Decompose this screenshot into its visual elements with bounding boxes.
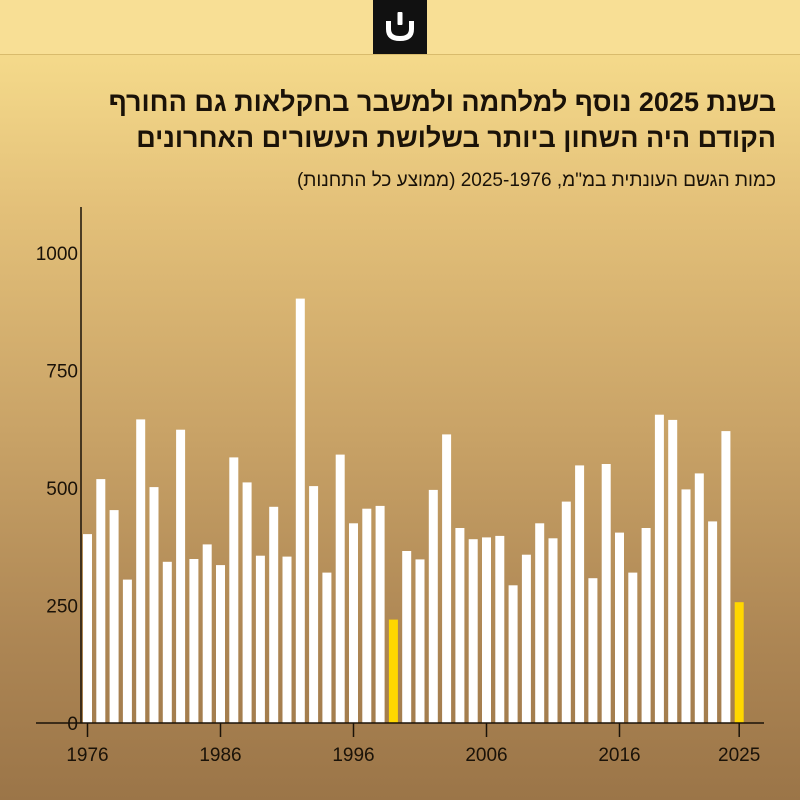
bar-2000	[402, 551, 412, 723]
bar-2012	[561, 501, 571, 723]
x-tick-label: 2025	[718, 745, 760, 766]
rainfall-bar-chart: 0 250 500 750 1000 1976 1986 1996 2006 2016 2025	[36, 207, 764, 766]
chart-title: בשנת 2025 נוסף למלחמה ולמשבר בחקלאות גם …	[108, 87, 776, 153]
bar-2024	[721, 431, 731, 723]
y-tick-label: 500	[46, 479, 78, 500]
bar-2007	[495, 535, 505, 723]
bar-2018	[641, 528, 651, 723]
x-tick-label: 1986	[199, 745, 241, 766]
bar-1997	[362, 508, 372, 723]
bar-2021	[681, 489, 691, 723]
bar-1988	[242, 482, 252, 723]
bar-1987	[229, 457, 239, 723]
bar-2011	[548, 538, 558, 723]
bar-2010	[535, 523, 545, 724]
bar-1992	[295, 298, 305, 723]
bar-1998	[375, 505, 385, 723]
bar-1994	[322, 572, 332, 723]
bar-1991	[282, 556, 292, 723]
bar-2014	[588, 578, 598, 723]
bar-2022	[694, 473, 704, 723]
bar-1981	[149, 487, 159, 723]
bar-highlight-1999	[388, 619, 398, 723]
bar-2005	[468, 539, 478, 723]
bar-1989	[255, 555, 265, 723]
bar-2019	[654, 414, 664, 723]
chart-subtitle: כמות הגשם העונתית במ"מ, 2025-1976 (ממוצע…	[296, 170, 776, 191]
bar-2013	[575, 465, 585, 723]
x-tick-label: 2006	[465, 745, 507, 766]
x-tick-label: 1996	[332, 745, 374, 766]
candle-logo-icon	[373, 0, 427, 54]
bar-1996	[349, 523, 358, 724]
bar-1984	[189, 559, 199, 723]
bar-2023	[708, 521, 718, 723]
bar-1995	[335, 454, 345, 723]
bar-2016	[615, 532, 624, 723]
bar-1980	[136, 419, 146, 723]
y-tick-label: 750	[46, 362, 78, 383]
bar-2015	[601, 464, 611, 723]
header-band	[0, 0, 800, 55]
bar-2020	[668, 419, 678, 723]
bar-2008	[508, 585, 518, 723]
bar-2006	[482, 537, 491, 723]
bar-1993	[309, 486, 319, 723]
bar-2003	[442, 434, 452, 723]
bar-2017	[628, 572, 638, 723]
y-tick-label: 1000	[36, 244, 78, 265]
x-tick-label: 2016	[598, 745, 640, 766]
bar-2004	[455, 528, 465, 723]
bar-1985	[202, 544, 212, 723]
bar-1979	[122, 579, 132, 723]
y-tick-label: 0	[67, 714, 78, 735]
bar-1990	[269, 506, 279, 723]
bar-1978	[109, 510, 119, 723]
bar-highlight-2025	[734, 602, 744, 723]
bar-1977	[96, 479, 106, 723]
bar-1983	[176, 429, 186, 723]
y-tick-label: 250	[46, 597, 78, 618]
bar-2009	[521, 554, 531, 723]
x-tick-label: 1976	[66, 745, 108, 766]
bar-1982	[162, 561, 172, 723]
bar-1986	[216, 565, 225, 723]
bar-2002	[428, 489, 438, 723]
bar-1976	[83, 534, 92, 723]
bar-2001	[415, 559, 425, 723]
